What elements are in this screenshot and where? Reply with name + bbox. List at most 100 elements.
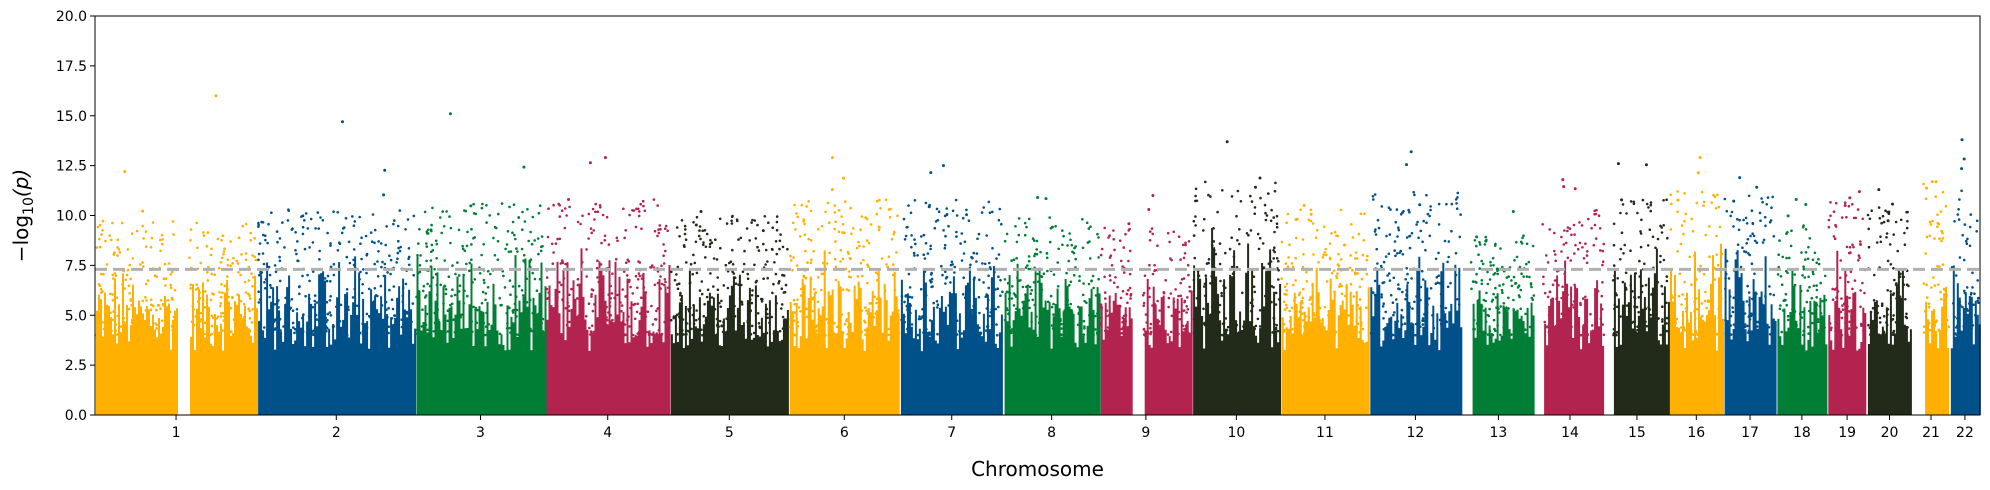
snp-point xyxy=(367,287,371,291)
snp-point xyxy=(1328,257,1332,261)
snp-point xyxy=(740,333,743,337)
snp-point xyxy=(267,265,271,269)
snp-point xyxy=(1866,213,1870,217)
snp-point xyxy=(1547,313,1551,317)
snp-point xyxy=(1530,285,1533,289)
snp-point xyxy=(258,298,262,301)
snp-point xyxy=(1333,290,1336,294)
snp-point xyxy=(703,302,706,306)
snp-point xyxy=(847,325,850,329)
snp-point xyxy=(292,326,295,329)
snp-point xyxy=(750,294,754,297)
snp-point xyxy=(313,327,317,331)
snp-point xyxy=(1928,234,1931,238)
snp-point xyxy=(1769,292,1772,296)
snp-point xyxy=(1447,240,1451,243)
snp-point xyxy=(377,250,380,253)
snp-point xyxy=(892,233,895,236)
snp-point xyxy=(1594,237,1598,240)
snp-point xyxy=(1755,292,1758,296)
snp-point-outlier xyxy=(1925,186,1928,190)
snp-point xyxy=(1395,298,1398,301)
snp-point xyxy=(1391,301,1395,305)
snp-point xyxy=(1941,231,1944,235)
snp-point xyxy=(393,333,396,337)
snp-point xyxy=(1851,287,1854,291)
snp-point xyxy=(1601,249,1605,253)
snp-point xyxy=(108,332,111,335)
snp-point xyxy=(1694,317,1697,320)
snp-point xyxy=(1274,181,1277,185)
snp-point xyxy=(1595,292,1599,295)
snp-point xyxy=(1640,290,1644,294)
snp-point xyxy=(471,330,474,334)
snp-point xyxy=(589,227,593,230)
snp-point xyxy=(855,325,858,329)
snp-point xyxy=(1331,310,1335,313)
snp-point xyxy=(731,301,735,305)
snp-point xyxy=(463,249,467,253)
snp-point xyxy=(1262,266,1266,269)
snp-point xyxy=(1524,312,1527,316)
snp-point xyxy=(1330,271,1334,275)
snp-point xyxy=(718,301,721,305)
snp-point xyxy=(1400,308,1404,312)
snp-point xyxy=(1410,231,1414,235)
snp-point xyxy=(466,230,469,234)
snp-point xyxy=(1151,304,1154,307)
snp-point xyxy=(1070,310,1074,314)
snp-point xyxy=(1358,285,1362,289)
snp-point xyxy=(1359,212,1363,216)
snp-point xyxy=(1624,271,1628,275)
snp-point xyxy=(740,303,744,306)
snp-point xyxy=(1512,298,1515,302)
snp-point xyxy=(1680,224,1684,227)
snp-point xyxy=(1762,324,1766,327)
snp-point xyxy=(1022,326,1025,329)
snp-point xyxy=(419,254,422,257)
snp-point xyxy=(1838,333,1842,337)
snp-point xyxy=(1905,312,1908,316)
snp-point xyxy=(605,305,608,309)
snp-point xyxy=(864,306,867,309)
snp-point-outlier xyxy=(1960,167,1964,171)
snp-point xyxy=(1322,253,1325,257)
snp-point xyxy=(1153,263,1156,267)
snp-point xyxy=(981,262,984,265)
snp-point-outlier xyxy=(1616,162,1620,166)
snp-point xyxy=(483,333,486,337)
snp-point xyxy=(1517,294,1521,297)
snp-point xyxy=(1944,289,1947,293)
snp-point xyxy=(1853,279,1857,282)
snp-point xyxy=(340,231,344,235)
snp-point xyxy=(1940,332,1944,335)
snp-point xyxy=(1382,317,1385,320)
snp-point xyxy=(1894,283,1898,287)
snp-point xyxy=(872,316,875,319)
snp-point xyxy=(1012,304,1016,307)
snp-point xyxy=(974,324,977,328)
snp-point xyxy=(430,229,433,233)
snp-point xyxy=(513,233,516,237)
snp-point xyxy=(129,298,132,301)
snp-point xyxy=(680,219,684,222)
snp-point xyxy=(1090,279,1093,283)
snp-point xyxy=(1515,331,1519,334)
snp-point xyxy=(1077,305,1080,309)
snp-point xyxy=(1723,197,1727,201)
snp-point xyxy=(1088,314,1091,317)
snp-point xyxy=(554,242,558,245)
snp-point xyxy=(473,236,477,239)
snp-point xyxy=(1082,319,1086,323)
snp-point xyxy=(828,221,831,224)
snp-point xyxy=(1274,303,1278,306)
snp-point xyxy=(1751,221,1755,225)
snp-point xyxy=(978,278,981,282)
snp-point xyxy=(1492,264,1495,267)
snp-point xyxy=(231,296,234,299)
snp-point xyxy=(504,247,507,251)
snp-point xyxy=(1067,259,1070,263)
snp-point xyxy=(756,223,759,227)
snp-point xyxy=(1806,257,1810,261)
snp-point xyxy=(1115,312,1119,316)
